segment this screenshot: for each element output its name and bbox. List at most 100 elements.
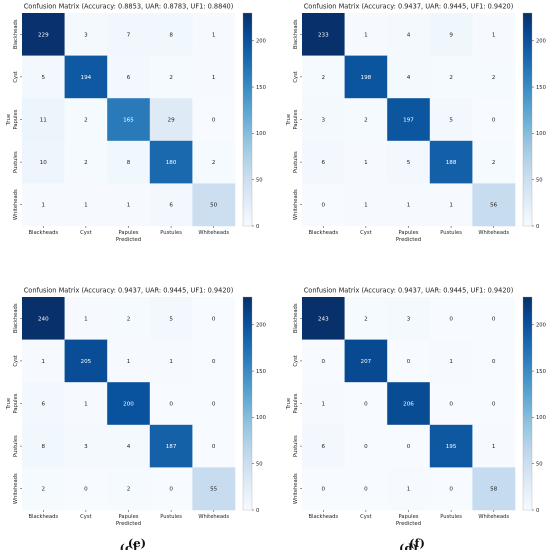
cell-value: 0	[212, 402, 216, 408]
heatmap-cell	[22, 183, 65, 227]
heatmap-cell	[107, 183, 151, 227]
y-tick-label: Cyst	[293, 355, 299, 366]
chart-title: Confusion Matrix (Accuracy: 0.9437, UAR:…	[304, 3, 514, 11]
cell-value: 58	[490, 487, 498, 493]
x-tick-label: Blackheads	[308, 514, 338, 520]
heatmap-cell	[22, 382, 65, 426]
heatmap-cell	[429, 339, 473, 383]
cell-value: 0	[322, 203, 326, 209]
cell-value: 0	[407, 359, 411, 365]
cell-value: 5	[407, 160, 411, 166]
colorbar-tick-label: 100	[256, 415, 266, 421]
cell-value: 10	[40, 160, 48, 166]
heatmap-cell	[387, 183, 431, 227]
x-tick-label: Whiteheads	[198, 230, 229, 236]
cell-value: 197	[403, 118, 414, 124]
heatmap-cell	[192, 297, 236, 340]
heatmap-cell	[429, 13, 473, 56]
cell-value: 1	[169, 359, 173, 365]
cell-value: 3	[407, 316, 411, 322]
cell-value: 0	[492, 316, 496, 322]
cell-value: 0	[492, 402, 496, 408]
x-tick-label: Pustules	[440, 514, 462, 520]
x-tick-label: Whiteheads	[198, 514, 229, 520]
colorbar-tick-label: 150	[256, 369, 266, 375]
x-tick-label: Whiteheads	[478, 230, 509, 236]
cell-value: 1	[407, 203, 411, 209]
x-tick-label: Cyst	[80, 514, 91, 520]
y-tick-label: Pustules	[13, 151, 19, 173]
cell-value: 1	[42, 359, 46, 365]
colorbar-tick-label: 100	[536, 131, 546, 137]
cell-value: 2	[127, 487, 131, 493]
heatmap-cell	[302, 339, 345, 383]
cell-value: 0	[492, 359, 496, 365]
heatmap-cell	[302, 98, 345, 142]
colorbar	[242, 296, 253, 511]
heatmap-cell	[472, 183, 516, 227]
x-tick-label: Blackheads	[28, 514, 58, 520]
panel-label: (f)	[409, 536, 425, 550]
cell-value: 205	[81, 359, 92, 365]
colorbar-tick-label: 0	[256, 224, 259, 230]
heatmap-cell	[64, 382, 108, 426]
cell-value: 0	[84, 487, 88, 493]
cell-value: 0	[449, 316, 453, 322]
heatmap-cell	[149, 183, 193, 227]
heatmap-cell	[22, 297, 65, 340]
cell-value: 6	[42, 402, 46, 408]
cell-value: 0	[212, 444, 216, 450]
heatmap-cell	[302, 140, 345, 184]
colorbar-tick-label: 100	[256, 131, 266, 137]
heatmap-cell	[64, 424, 108, 468]
y-axis-label: True	[286, 113, 292, 126]
heatmap-cell	[192, 382, 236, 426]
cell-value: 1	[364, 203, 368, 209]
cell-value: 8	[169, 32, 173, 38]
heatmap-cell	[472, 467, 516, 511]
heatmap-cell	[344, 183, 388, 227]
cell-value: 1	[364, 32, 368, 38]
cell-value: 1	[492, 444, 496, 450]
colorbar-tick-label: 150	[256, 85, 266, 91]
heatmap-cell	[149, 424, 193, 468]
y-tick-label: Cyst	[293, 71, 299, 82]
heatmap-cell	[344, 13, 388, 56]
chart-title: Confusion Matrix (Accuracy: 0.9437, UAR:…	[24, 287, 234, 295]
cell-value: 0	[407, 444, 411, 450]
cell-value: 1	[84, 203, 88, 209]
heatmap-cell	[344, 140, 388, 184]
y-tick-label: Whiteheads	[13, 189, 19, 220]
cell-value: 165	[123, 118, 134, 124]
cell-value: 3	[322, 118, 326, 124]
heatmap-cell	[22, 467, 65, 511]
heatmap-cell	[429, 424, 473, 468]
x-tick-label: Papules	[399, 230, 419, 236]
heatmap-cell	[302, 297, 345, 340]
colorbar-tick-label: 150	[536, 85, 546, 91]
cell-value: 4	[407, 75, 411, 81]
cell-value: 2	[84, 118, 88, 124]
heatmap-cell	[387, 339, 431, 383]
heatmap-cell	[429, 140, 473, 184]
chart-title: Confusion Matrix (Accuracy: 0.8853, UAR:…	[24, 3, 234, 11]
cell-value: 195	[446, 444, 457, 450]
heatmap-cell	[472, 13, 516, 56]
cell-value: 207	[361, 359, 372, 365]
heatmap-cell	[149, 98, 193, 142]
chart-title: Confusion Matrix (Accuracy: 0.9437, UAR:…	[304, 287, 514, 295]
colorbar	[522, 12, 533, 227]
colorbar	[242, 12, 253, 227]
y-tick-label: Blackheads	[13, 303, 19, 333]
heatmap-cell	[429, 98, 473, 142]
heatmap-cell	[64, 467, 108, 511]
cell-value: 0	[364, 402, 368, 408]
heatmap-cell	[344, 98, 388, 142]
heatmap-cell	[192, 467, 236, 511]
colorbar-tick-label: 50	[256, 177, 263, 183]
heatmap-cell	[387, 140, 431, 184]
heatmap-cell	[149, 382, 193, 426]
cell-value: 2	[169, 75, 173, 81]
y-tick-label: Papules	[293, 109, 299, 129]
